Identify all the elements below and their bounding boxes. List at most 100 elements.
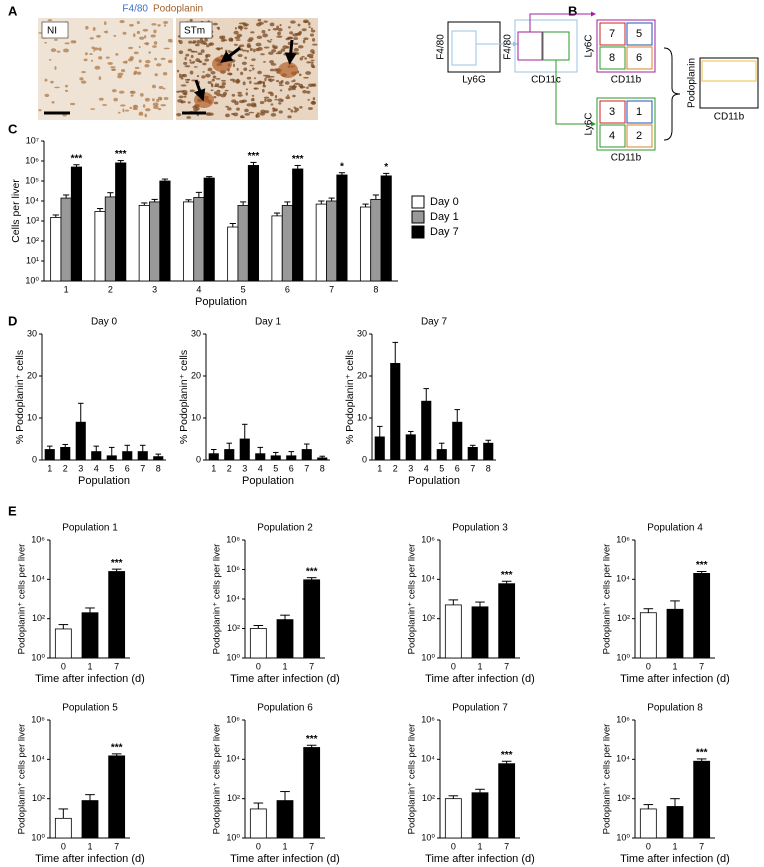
stain-cell <box>229 78 236 82</box>
y-axis-label: Podoplanin⁺ cells per liver <box>17 544 28 655</box>
bar <box>317 457 328 461</box>
x-axis-label: Population <box>78 475 130 487</box>
y-tick-label: 10³ <box>26 215 39 225</box>
stain-cell <box>293 37 299 41</box>
stain-cell <box>157 107 162 111</box>
y-tick-label: 10⁰ <box>226 832 240 842</box>
stain-cell <box>225 49 228 53</box>
bar <box>467 446 478 461</box>
image-label: STm <box>184 26 205 37</box>
stain-cell <box>157 96 163 101</box>
stain-cell <box>249 64 255 67</box>
stain-cell <box>277 31 282 36</box>
stain-cell <box>219 35 224 40</box>
stain-cell <box>303 37 309 41</box>
stain-cell <box>255 47 260 52</box>
significance: *** <box>501 570 513 581</box>
stain-cell <box>306 86 309 90</box>
stain-cell <box>283 52 288 56</box>
stain-cell <box>54 38 58 41</box>
chart-title: Population 5 <box>62 703 118 714</box>
stain-cell <box>129 106 133 110</box>
stain-cell <box>92 27 96 31</box>
stain-cell <box>240 28 243 31</box>
stain-cell <box>246 43 251 47</box>
stain-cell <box>262 33 268 38</box>
stain-cell <box>210 71 216 75</box>
stain-cell <box>136 21 140 24</box>
bar <box>203 177 215 282</box>
gate-label: 3 <box>609 106 615 118</box>
bar <box>81 800 99 839</box>
stain-cell <box>270 103 274 106</box>
stain-cell <box>70 40 76 44</box>
y-axis-label: Podoplanin⁺ cells per liver <box>407 544 418 655</box>
y-tick-label: 10⁶ <box>226 714 240 724</box>
y-tick-label: 10² <box>227 623 240 633</box>
plot-frame <box>596 97 656 151</box>
stain-cell <box>212 75 217 79</box>
stain-cell <box>129 56 134 60</box>
bar <box>255 453 266 461</box>
stain-cell <box>208 42 213 46</box>
axis-label: Podoplanin <box>687 58 698 108</box>
stain-cell <box>205 112 212 116</box>
stain-cell <box>256 22 262 27</box>
x-tick-label: 1 <box>672 841 677 851</box>
stain-cell <box>291 80 294 83</box>
stain-cell <box>252 48 256 53</box>
stain-cell <box>192 105 198 109</box>
stain-cell <box>278 102 282 105</box>
x-tick-label: 6 <box>125 463 130 473</box>
bar <box>104 196 116 282</box>
chart-title: Day 7 <box>421 317 448 328</box>
stain-cell <box>136 71 142 75</box>
stain-cell <box>309 33 315 37</box>
stain-cell <box>245 88 248 91</box>
stain-cell <box>274 109 278 112</box>
stain-cell <box>192 41 196 44</box>
x-tick-label: 7 <box>504 841 509 851</box>
bar <box>239 438 250 461</box>
bar <box>91 451 102 461</box>
y-tick-label: 10² <box>617 793 630 803</box>
stain-cell <box>290 109 294 113</box>
x-axis-label: Time after infection (d) <box>620 673 730 685</box>
x-tick-label: 2 <box>108 284 113 294</box>
gate <box>542 31 570 61</box>
x-tick-label: 7 <box>329 284 334 294</box>
stain-cell <box>304 57 308 60</box>
stain-cell <box>243 27 248 30</box>
stain-cell <box>117 111 121 114</box>
stain-cell <box>307 107 313 110</box>
chart-title: Population 2 <box>257 523 313 534</box>
stain-cell <box>256 112 260 115</box>
bar <box>444 798 462 839</box>
bar <box>153 456 164 461</box>
bar <box>452 421 463 461</box>
stain-cell <box>310 29 316 33</box>
stain-cell <box>178 73 182 77</box>
stain-cell <box>220 38 226 42</box>
x-axis-label: Time after infection (d) <box>425 853 535 865</box>
panel-label: A <box>8 3 18 18</box>
stain-cell <box>214 91 218 95</box>
stain-cell <box>145 59 151 64</box>
bar <box>75 421 86 461</box>
stain-cell <box>254 87 257 90</box>
bracket <box>663 47 681 141</box>
stain-cell <box>298 45 304 49</box>
gate <box>451 30 477 66</box>
x-tick-label: 4 <box>94 463 99 473</box>
stain-cell <box>310 59 315 62</box>
x-tick-label: 3 <box>408 463 413 473</box>
stain-cell <box>54 66 57 70</box>
gate <box>599 124 626 148</box>
stain-cell <box>236 33 243 38</box>
stain-cell <box>282 45 288 50</box>
y-tick-label: 20 <box>27 370 37 380</box>
stain-cell <box>236 78 240 82</box>
stain-cell <box>250 31 255 34</box>
stain-cell <box>235 39 241 41</box>
stain-cell <box>293 106 296 109</box>
